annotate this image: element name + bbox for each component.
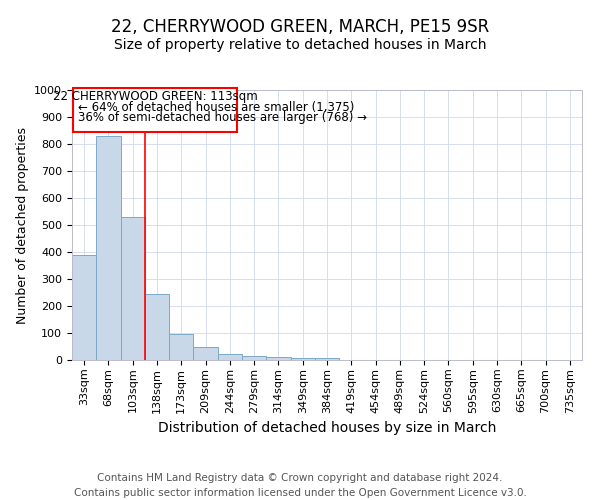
- Bar: [145, 294, 169, 360]
- FancyBboxPatch shape: [73, 88, 237, 132]
- X-axis label: Distribution of detached houses by size in March: Distribution of detached houses by size …: [158, 421, 496, 435]
- Text: Size of property relative to detached houses in March: Size of property relative to detached ho…: [114, 38, 486, 52]
- Bar: [290, 358, 315, 360]
- Bar: [169, 334, 193, 360]
- Text: 22 CHERRYWOOD GREEN: 113sqm: 22 CHERRYWOOD GREEN: 113sqm: [53, 90, 257, 104]
- Bar: [242, 356, 266, 360]
- Bar: [121, 217, 145, 360]
- Y-axis label: Number of detached properties: Number of detached properties: [16, 126, 29, 324]
- Bar: [96, 136, 121, 360]
- Text: 36% of semi-detached houses are larger (768) →: 36% of semi-detached houses are larger (…: [78, 110, 367, 124]
- Bar: [72, 254, 96, 360]
- Text: 22, CHERRYWOOD GREEN, MARCH, PE15 9SR: 22, CHERRYWOOD GREEN, MARCH, PE15 9SR: [111, 18, 489, 36]
- Bar: [266, 358, 290, 360]
- Bar: [315, 358, 339, 360]
- Bar: [218, 354, 242, 360]
- Text: ← 64% of detached houses are smaller (1,375): ← 64% of detached houses are smaller (1,…: [78, 101, 355, 114]
- Text: Contains HM Land Registry data © Crown copyright and database right 2024.
Contai: Contains HM Land Registry data © Crown c…: [74, 472, 526, 498]
- Bar: [193, 346, 218, 360]
